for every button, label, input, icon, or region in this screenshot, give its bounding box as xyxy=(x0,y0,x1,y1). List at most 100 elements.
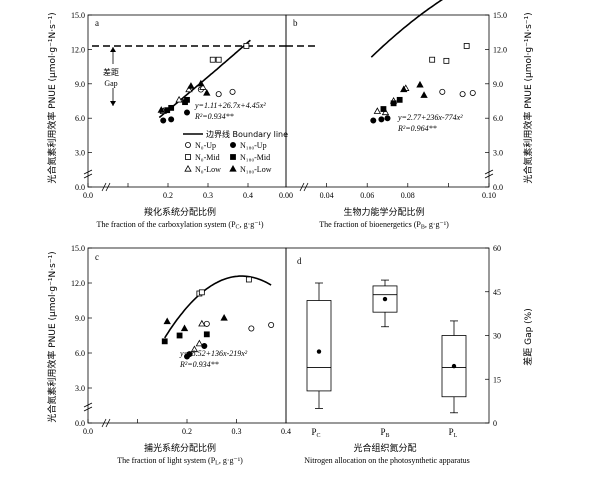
gap-label-en: Gap xyxy=(104,79,117,88)
a-ytick-label-3: 3.0 xyxy=(75,149,85,158)
legend-markers xyxy=(184,141,237,172)
b-ytick-label-15: 15.0 xyxy=(493,11,507,20)
b-xtick-label-0: 0.00 xyxy=(279,191,293,200)
c-ytick-label-12: 12.0 xyxy=(71,279,85,288)
c-point-n0-up-1 xyxy=(248,325,255,332)
legend-n180-low-label: N₁₈₀-Low xyxy=(240,165,272,174)
c-ytick-label-3: 3.0 xyxy=(75,384,85,393)
panel-a-boundary-line xyxy=(158,39,251,119)
c-point-n0-mid-4 xyxy=(198,289,205,296)
b-point-n180-low-16 xyxy=(400,85,408,93)
panel-b-xlabel-en: The fraction of bioenergetics (PB, g·g⁻¹… xyxy=(319,220,449,231)
legend-marker-n0-mid xyxy=(185,154,191,160)
a-point-n180-up-11 xyxy=(168,116,175,123)
panel-b-equation: y=2.77+236x-774x² xyxy=(397,113,463,122)
b-point-n180-up-11 xyxy=(378,116,385,123)
break-c-x-2 xyxy=(105,418,111,428)
legend-marker-n180-low xyxy=(229,164,237,172)
break-a-y-2 xyxy=(83,173,93,179)
b-point-n180-up-12 xyxy=(384,115,391,122)
a-point-n0-mid-3 xyxy=(209,56,216,63)
c-point-n180-up-10 xyxy=(186,351,193,358)
a-point-n0-mid-5 xyxy=(243,43,250,49)
b-xtick-label-10: 0.10 xyxy=(482,191,496,200)
panel-a-y-ticks: 0.0 3.0 6.0 9.0 12.0 15.0 xyxy=(71,11,92,192)
b-ytick-label-12: 12.0 xyxy=(493,45,507,54)
panel-d-label: d xyxy=(297,256,302,266)
b-point-n180-up-10 xyxy=(370,117,377,124)
b-xtick-label-4: 0.04 xyxy=(320,191,334,200)
panel-c-xlabel-cn: 捕光系统分配比例 xyxy=(144,442,216,454)
a-ytick-label-15: 15.0 xyxy=(71,11,85,20)
b-point-n180-mid-15 xyxy=(396,96,403,103)
c-point-n180-low-16 xyxy=(180,324,189,332)
b-point-n180-mid-14 xyxy=(390,100,397,107)
break-b-x-1 xyxy=(299,182,305,192)
panel-d-boxes xyxy=(306,279,467,414)
d-ytick-label-15: 15 xyxy=(493,375,501,384)
d-ytick-label-60: 60 xyxy=(493,244,501,253)
panel-c-equation: y=-8.52+136x-219x² xyxy=(179,349,248,358)
panel-a-xlabel-cn: 羧化系统分配比例 xyxy=(144,206,216,218)
a-xtick-label-2: 0.2 xyxy=(163,191,173,200)
c-xtick-label-3: 0.3 xyxy=(232,427,242,436)
box-iqr xyxy=(306,300,332,392)
b-point-n180-low-17 xyxy=(416,80,424,88)
panel-a-label: a xyxy=(95,18,99,28)
panel-a-r2: R²=0.934** xyxy=(194,112,234,121)
a-xtick-label-4: 0.4 xyxy=(243,191,253,200)
a-point-n180-low-20 xyxy=(203,88,211,96)
a-point-n0-up-0 xyxy=(215,91,222,98)
panel-b-label: b xyxy=(293,18,298,28)
a-xtick-label-0: 0.0 xyxy=(83,191,93,200)
legend-boundary-label: 边界线 Boundary line xyxy=(206,129,288,139)
break-c-y-2 xyxy=(83,406,93,412)
panel-d-x-labels: PC PB PL xyxy=(311,427,457,439)
a-point-n180-low-17 xyxy=(157,106,165,113)
gap-arrow-head-bottom xyxy=(110,101,116,106)
d-xlabel-pb: PB xyxy=(380,427,389,439)
c-point-n180-mid-14 xyxy=(203,331,210,338)
box-mean xyxy=(382,296,388,302)
c-point-n180-low-15 xyxy=(163,317,171,325)
panel-a-x-ticks: 0.0 0.2 0.3 0.4 xyxy=(83,183,253,200)
b-ytick-label-6: 6.0 xyxy=(493,114,503,123)
panel-d-xlabel-en: Nitrogen allocation on the photosyntheti… xyxy=(304,456,470,465)
c-point-n180-mid-12 xyxy=(161,338,168,345)
panel-c-boundary-line xyxy=(164,275,272,339)
c-point-n180-mid-13 xyxy=(176,332,183,339)
legend-n180-mid-label: N₁₈₀-Mid xyxy=(240,153,270,162)
panel-b-xlabel-cn: 生物力能学分配比例 xyxy=(343,206,424,218)
break-c-y-1 xyxy=(83,402,93,408)
panel-b-r2: R²=0.964** xyxy=(397,124,437,133)
break-b-y-1 xyxy=(484,169,494,175)
c-point-n0-low-6 xyxy=(190,345,199,353)
box-b xyxy=(372,279,398,328)
c-point-n0-mid-5 xyxy=(245,276,252,283)
d-ytick-label-45: 45 xyxy=(493,288,501,297)
panel-a-points xyxy=(157,43,250,124)
box-mean xyxy=(451,363,457,369)
panel-c-frame xyxy=(87,247,287,424)
legend: 边界线 Boundary line N₀-Up N₁₈₀-Up N₀-Mid N… xyxy=(183,129,288,174)
break-b-y-2 xyxy=(484,173,494,179)
panel-c-points xyxy=(161,276,275,360)
break-a-x-1 xyxy=(101,182,107,192)
break-a-y-1 xyxy=(83,169,93,175)
gap-label-bg xyxy=(97,64,123,88)
b-point-n0-low-6 xyxy=(373,107,382,114)
box-mean xyxy=(316,349,322,354)
d-ytick-label-0: 0 xyxy=(493,419,497,428)
a-ytick-label-12: 12.0 xyxy=(71,45,85,54)
b-point-n180-mid-13 xyxy=(380,106,387,112)
b-point-n0-mid-3 xyxy=(429,56,436,63)
panel-a-equation: y=1.11+26.7x+4.45x² xyxy=(194,101,266,110)
legend-n0-mid-label: N₀-Mid xyxy=(195,153,220,162)
a-point-n0-low-8 xyxy=(185,85,193,93)
legend-n180-up-label: N₁₈₀-Up xyxy=(240,141,267,150)
c-point-n0-low-7 xyxy=(195,339,204,347)
break-b-x-2 xyxy=(303,182,309,192)
a-point-n180-up-10 xyxy=(160,117,167,124)
a-ytick-label-9: 9.0 xyxy=(75,80,85,89)
